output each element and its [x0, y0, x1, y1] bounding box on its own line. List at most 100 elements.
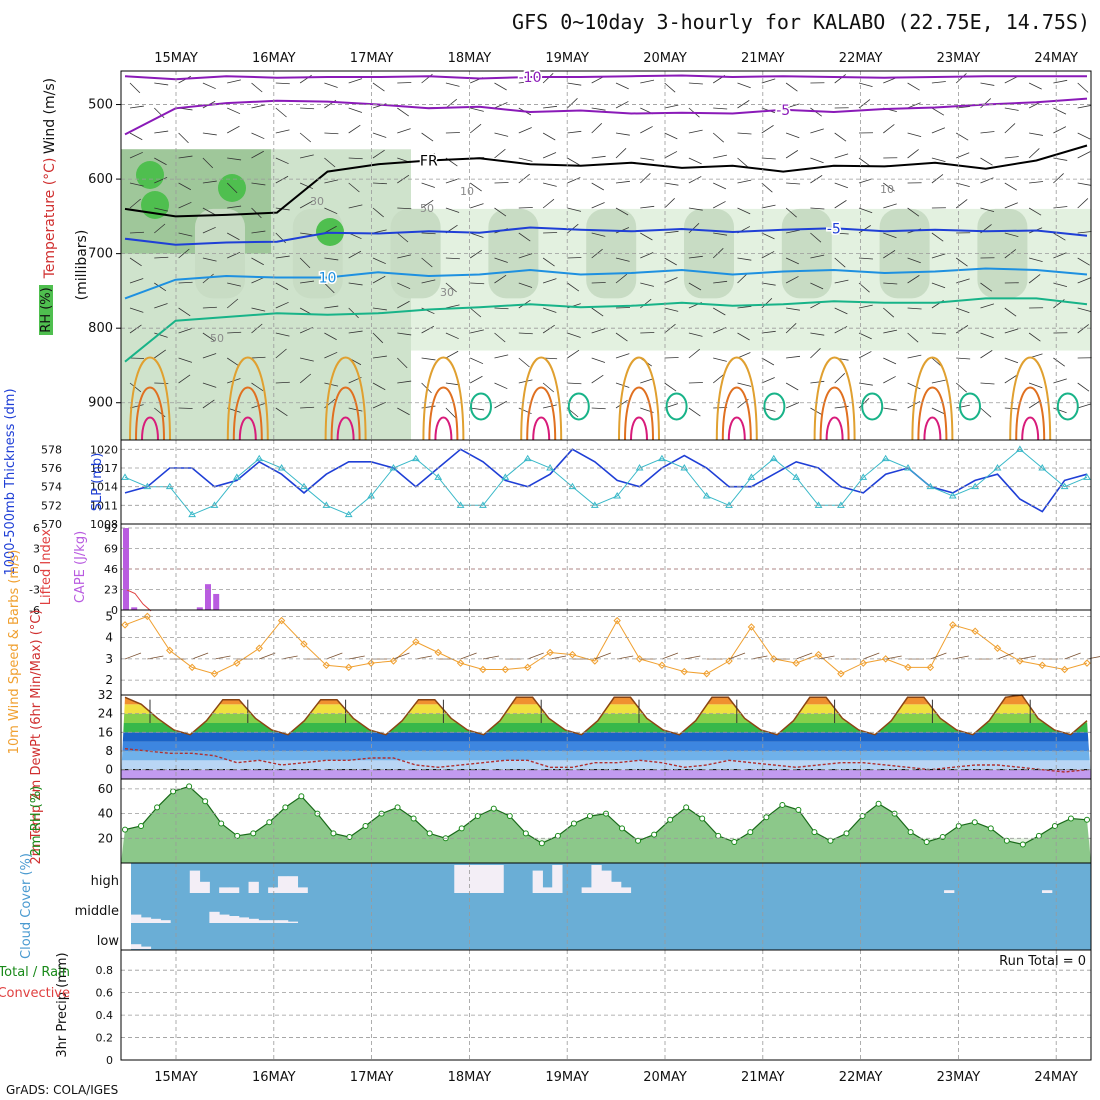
wind-barb: [688, 255, 703, 259]
thickness-marker: [188, 510, 196, 518]
wind-barb: [259, 652, 276, 660]
wind-barb: [275, 407, 288, 417]
wind-barb: [445, 407, 457, 419]
rh-marker: [506, 813, 513, 820]
wind-barb: [251, 230, 266, 234]
rh-marker: [987, 825, 994, 832]
slp-tick-label: 1008: [90, 518, 118, 531]
wind-barb: [980, 98, 992, 109]
thickness-marker: [568, 482, 577, 490]
wind-speed-marker: [479, 665, 487, 674]
rh-axis-label: RH (%): [39, 287, 54, 332]
series-line: [124, 448, 1088, 513]
rh-marker: [747, 829, 754, 836]
wind-barb: [1077, 82, 1089, 93]
wind-speed-marker: [345, 663, 353, 672]
wind-speed-marker: [121, 621, 129, 629]
cape-tick-label: 92: [104, 522, 118, 535]
wind-barb: [980, 303, 995, 309]
wind-barb: [761, 377, 775, 384]
rh-marker: [298, 793, 305, 800]
rh-marker: [250, 830, 257, 837]
wind-barb: [664, 82, 676, 93]
wind-speed-marker: [300, 640, 308, 648]
wind-barb: [494, 382, 508, 390]
wind-barb: [785, 150, 799, 159]
wind-barb: [1004, 202, 1018, 209]
thickness-marker: [1083, 473, 1091, 480]
wind-barb: [1053, 173, 1064, 184]
wind-barb: [202, 257, 217, 262]
wind-tick-label: 3: [105, 652, 113, 666]
wind-barb: [785, 207, 797, 218]
cloud-bar: [532, 870, 543, 893]
rh-marker: [394, 804, 401, 811]
wind-barb: [640, 232, 653, 241]
top-day-label: 23MAY: [937, 51, 981, 66]
wind-barb: [931, 232, 944, 242]
wind-barb: [591, 202, 605, 209]
wind-speed-marker: [926, 663, 935, 672]
wind-barb: [1053, 107, 1067, 115]
wind-barb: [214, 655, 231, 660]
run-total-annotation: Run Total = 0: [999, 954, 1086, 969]
cloud-bar: [611, 881, 622, 893]
wind-barb: [275, 332, 290, 337]
wind-barb: [324, 207, 338, 215]
wind-barb: [761, 297, 773, 309]
wind-barb: [931, 407, 945, 415]
y-tick-label: 700: [88, 247, 113, 262]
wind-barb: [178, 155, 193, 159]
wind-barb: [785, 257, 799, 265]
cloud-bar: [150, 918, 161, 923]
wind-barb: [348, 330, 363, 334]
rh-marker: [875, 800, 882, 807]
slp-tick-label: 1014: [90, 481, 118, 494]
contour-label: -10: [519, 70, 542, 86]
wind-barb: [810, 254, 825, 259]
wind-speed-marker: [188, 663, 196, 672]
wind-barb: [1004, 107, 1019, 111]
wind-barb: [834, 326, 848, 334]
wind-barb: [664, 182, 679, 186]
y-tick-label: 800: [88, 321, 113, 336]
wind-barb: [713, 182, 727, 190]
wind-barb: [178, 132, 189, 144]
cloud-bar: [944, 890, 955, 893]
low-level-temp-contour: [226, 356, 269, 441]
wind-speed-marker: [1060, 665, 1069, 674]
wind-barb: [1004, 182, 1018, 191]
wind-barb: [1028, 400, 1042, 409]
wind-barb: [1053, 157, 1068, 161]
wind-barb: [299, 257, 311, 269]
wind-barb: [591, 232, 606, 237]
wind-barb: [786, 307, 800, 311]
wind-barb: [858, 157, 871, 167]
wind-speed-marker: [613, 616, 621, 625]
wind-barb: [154, 157, 167, 166]
wind-barb: [542, 257, 555, 267]
thickness-marker: [725, 501, 733, 508]
wind-barb: [494, 132, 509, 137]
temp-band: [121, 723, 1091, 733]
wind-barb: [494, 274, 507, 284]
wind-barb: [713, 357, 727, 362]
wind-barb: [397, 332, 412, 336]
wind-barb: [202, 207, 216, 216]
wind-speed-line: [124, 615, 1088, 675]
wind-tick-label: 4: [105, 631, 113, 645]
wind-barb: [154, 303, 168, 309]
wind-barb: [397, 300, 410, 309]
wind-barb: [955, 199, 968, 209]
temp-band: [121, 695, 1091, 705]
precip-tick-label: 0: [106, 1054, 113, 1067]
wind-barb: [1077, 104, 1092, 109]
wind-barb: [883, 407, 898, 411]
wind-barb: [834, 307, 848, 315]
wind-barb: [397, 357, 408, 369]
temp-tick-label: 24: [98, 707, 113, 721]
bottom-day-label: 15MAY: [154, 1070, 198, 1085]
wind-barb: [397, 407, 410, 416]
wind-barb: [688, 176, 702, 184]
wind-barb: [397, 232, 409, 243]
